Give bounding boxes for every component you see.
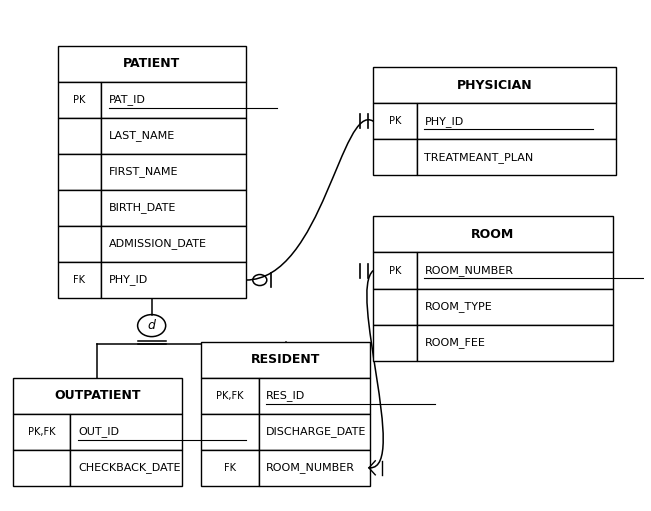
Text: FIRST_NAME: FIRST_NAME xyxy=(109,167,178,177)
Bar xyxy=(101,118,246,154)
Bar xyxy=(57,82,101,118)
Text: ROOM_NUMBER: ROOM_NUMBER xyxy=(266,462,355,473)
Text: RESIDENT: RESIDENT xyxy=(251,353,320,366)
Text: ROOM_NUMBER: ROOM_NUMBER xyxy=(424,265,514,276)
Bar xyxy=(101,262,246,298)
Bar xyxy=(417,252,613,289)
Bar xyxy=(258,414,370,450)
Text: CHECKBACK_DATE: CHECKBACK_DATE xyxy=(78,462,180,473)
Bar xyxy=(374,289,417,324)
Bar xyxy=(101,226,246,262)
Text: PK: PK xyxy=(389,117,401,126)
Bar xyxy=(374,103,417,140)
Bar xyxy=(374,252,417,289)
Text: ADMISSION_DATE: ADMISSION_DATE xyxy=(109,239,206,249)
Bar xyxy=(258,450,370,486)
Bar xyxy=(101,154,246,190)
Bar xyxy=(417,324,613,361)
Bar xyxy=(101,190,246,226)
Bar xyxy=(57,226,101,262)
Bar xyxy=(13,450,70,486)
Bar xyxy=(374,140,417,175)
Text: OUTPATIENT: OUTPATIENT xyxy=(54,389,141,402)
Bar xyxy=(57,262,101,298)
Text: PHY_ID: PHY_ID xyxy=(109,274,148,286)
Text: ROOM_FEE: ROOM_FEE xyxy=(424,337,485,348)
Bar xyxy=(374,217,613,252)
Bar xyxy=(57,190,101,226)
Text: PAT_ID: PAT_ID xyxy=(109,95,145,105)
Bar xyxy=(13,378,182,414)
Text: PATIENT: PATIENT xyxy=(123,57,180,70)
Bar xyxy=(374,67,616,103)
Text: RES_ID: RES_ID xyxy=(266,390,305,401)
Bar xyxy=(13,414,70,450)
Bar xyxy=(57,118,101,154)
Text: PK: PK xyxy=(389,266,401,275)
Text: OUT_ID: OUT_ID xyxy=(78,426,119,437)
Bar xyxy=(201,414,258,450)
Text: PK,FK: PK,FK xyxy=(28,427,55,437)
Text: FK: FK xyxy=(74,275,85,285)
Bar xyxy=(70,450,182,486)
Text: ROOM: ROOM xyxy=(471,228,514,241)
Bar xyxy=(101,82,246,118)
Bar xyxy=(417,103,616,140)
Bar xyxy=(201,378,258,414)
Text: ROOM_TYPE: ROOM_TYPE xyxy=(424,301,492,312)
Text: PK: PK xyxy=(73,95,85,105)
Bar xyxy=(70,414,182,450)
Text: FK: FK xyxy=(224,463,236,473)
Text: PHY_ID: PHY_ID xyxy=(424,116,464,127)
Text: DISCHARGE_DATE: DISCHARGE_DATE xyxy=(266,426,367,437)
Text: TREATMEANT_PLAN: TREATMEANT_PLAN xyxy=(424,152,534,163)
Text: d: d xyxy=(148,319,156,332)
Bar xyxy=(57,154,101,190)
Bar xyxy=(417,289,613,324)
Bar xyxy=(57,45,246,82)
Bar xyxy=(417,140,616,175)
Text: LAST_NAME: LAST_NAME xyxy=(109,130,175,141)
Text: PK,FK: PK,FK xyxy=(216,391,243,401)
Bar xyxy=(258,378,370,414)
Bar xyxy=(201,450,258,486)
Bar xyxy=(374,324,417,361)
Text: BIRTH_DATE: BIRTH_DATE xyxy=(109,202,176,214)
Text: PHYSICIAN: PHYSICIAN xyxy=(457,79,533,92)
Bar xyxy=(201,342,370,378)
